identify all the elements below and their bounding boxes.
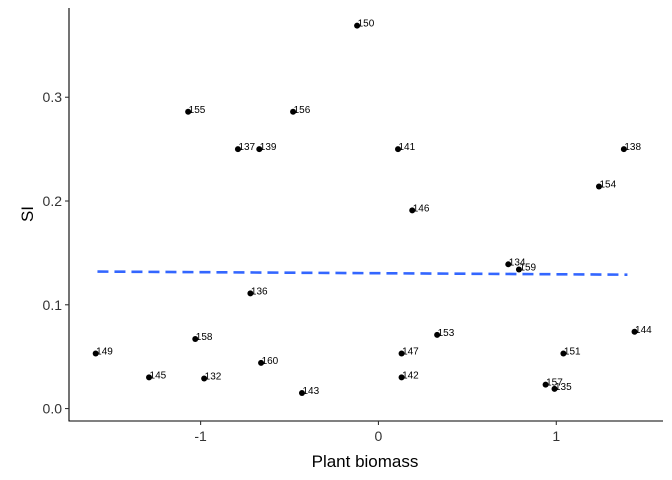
data-point: [398, 374, 405, 381]
point-label: 135: [555, 382, 572, 393]
data-point: [515, 266, 522, 273]
data-point: [505, 261, 512, 268]
data-point: [542, 381, 549, 388]
point-label: 146: [413, 203, 430, 214]
y-tick-label: 0.0: [43, 401, 63, 417]
data-point: [620, 146, 627, 153]
data-point: [256, 146, 263, 153]
data-point: [551, 385, 558, 392]
data-point: [409, 207, 416, 214]
point-label: 132: [205, 371, 222, 382]
x-tick-label: -1: [194, 428, 207, 444]
points-layer: [92, 22, 638, 396]
data-point: [201, 375, 208, 382]
data-point: [92, 350, 99, 357]
point-label: 137: [238, 142, 255, 153]
x-tick-label: 0: [375, 428, 383, 444]
trend-layer: [97, 270, 628, 276]
point-label: 144: [635, 325, 652, 336]
point-label: 154: [599, 179, 616, 190]
data-point: [234, 146, 241, 153]
point-label: 145: [150, 370, 167, 381]
point-label: 153: [438, 328, 455, 339]
point-label: 151: [564, 347, 581, 358]
point-label: 149: [96, 347, 113, 358]
point-label: 150: [358, 19, 375, 30]
data-point: [290, 108, 297, 115]
x-tick-label: 1: [552, 428, 560, 444]
data-point: [560, 350, 567, 357]
point-label: 156: [294, 105, 311, 116]
data-point: [247, 290, 254, 297]
point-label: 159: [519, 262, 536, 273]
data-point: [398, 350, 405, 357]
data-point: [298, 389, 305, 396]
y-axis-title: SI: [18, 206, 37, 222]
data-point: [631, 328, 638, 335]
x-axis-title: Plant biomass: [312, 452, 419, 471]
point-label: 158: [196, 332, 213, 343]
point-label: 155: [189, 105, 206, 116]
point-label: 141: [399, 142, 416, 153]
point-label: 136: [251, 286, 268, 297]
point-label: 143: [302, 386, 319, 397]
data-point: [395, 146, 402, 153]
point-label: 138: [624, 142, 641, 153]
point-label: 160: [262, 356, 279, 367]
y-tick-label: 0.2: [43, 193, 63, 209]
data-point: [185, 108, 192, 115]
point-label: 142: [402, 370, 419, 381]
point-label: 157: [546, 378, 563, 389]
y-tick-label: 0.1: [43, 297, 63, 313]
y-tick-label: 0.3: [43, 89, 63, 105]
data-point: [258, 359, 265, 366]
point-label: 139: [260, 142, 277, 153]
data-point: [354, 22, 361, 29]
y-ticks: 0.0 0.1 0.2 0.3: [43, 89, 69, 417]
data-point: [434, 331, 441, 338]
point-label: 134: [509, 257, 526, 268]
trend-line: [97, 270, 628, 276]
point-label: 147: [402, 347, 419, 358]
x-ticks: -1 0 1: [194, 421, 560, 444]
data-point: [146, 374, 153, 381]
data-point: [595, 183, 602, 190]
data-point: [192, 336, 199, 343]
